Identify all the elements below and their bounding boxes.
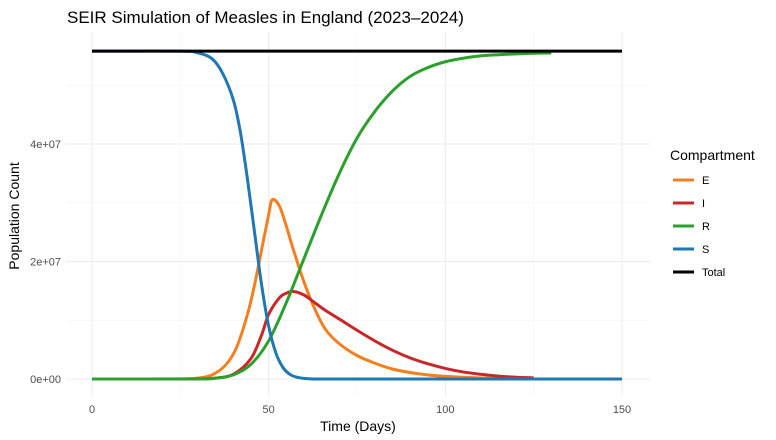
x-tick-label: 150	[613, 404, 631, 416]
x-axis-ticks: 0 50 100 150	[89, 404, 631, 416]
x-tick-label: 100	[436, 404, 454, 416]
y-tick-label: 0e+00	[30, 374, 61, 386]
series-line-r	[91, 51, 552, 381]
legend-label-r: R	[702, 221, 710, 233]
x-tick-label: 0	[89, 404, 95, 416]
chart-title: SEIR Simulation of Measles in England (2…	[67, 8, 464, 27]
y-tick-label: 2e+07	[30, 257, 61, 269]
y-tick-label: 4e+07	[30, 139, 61, 151]
legend-label-e: E	[702, 175, 709, 187]
y-axis-ticks: 0e+00 2e+07 4e+07	[30, 139, 61, 386]
series-line-e	[91, 197, 534, 381]
gridlines	[66, 32, 650, 396]
series-line-s	[91, 49, 622, 381]
legend-label-i: I	[702, 198, 705, 210]
legend-title: Compartment	[670, 147, 755, 163]
legend-label-total: Total	[702, 267, 725, 279]
x-tick-label: 50	[263, 404, 275, 416]
series-lines	[91, 49, 622, 381]
y-axis-title: Population Count	[6, 162, 22, 270]
legend-label-s: S	[702, 244, 709, 256]
x-axis-title: Time (Days)	[320, 418, 396, 434]
